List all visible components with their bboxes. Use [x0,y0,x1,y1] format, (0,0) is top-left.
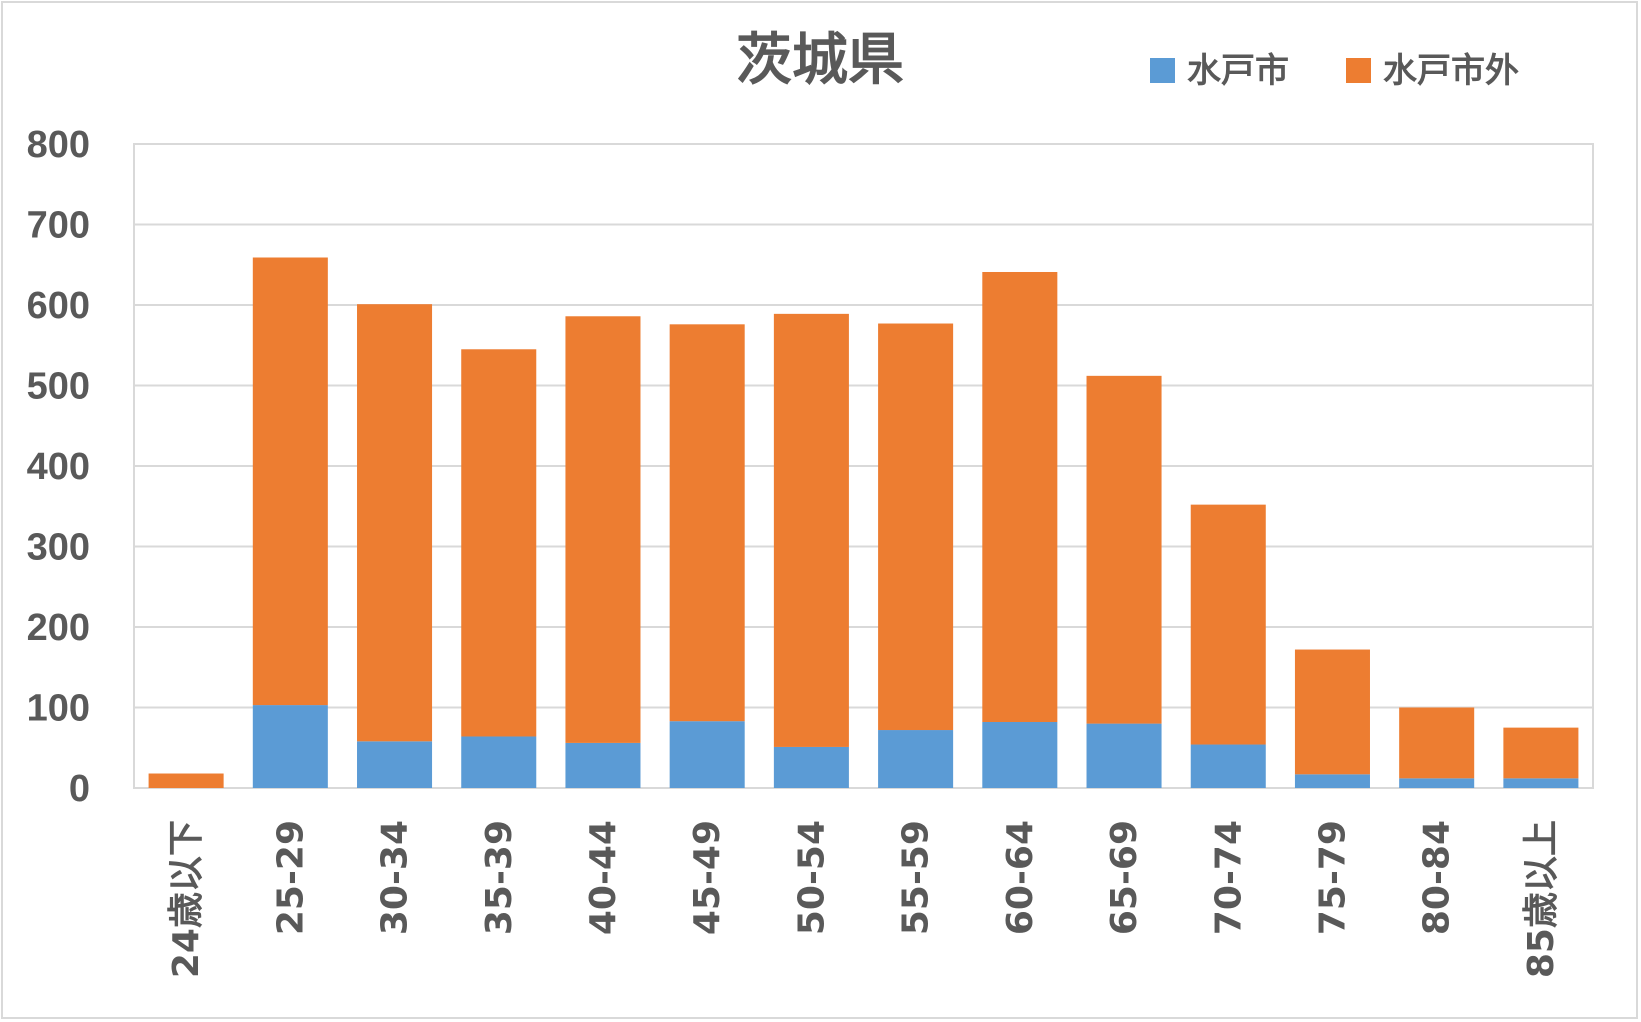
legend-swatch-outside-mito [1346,58,1371,83]
bar-mito-4 [565,742,641,788]
bar-mito-7 [878,730,954,788]
y-tick-label: 600 [27,285,90,327]
bar-mito-13 [1503,778,1579,788]
legend-label-mito: 水戸市 [1187,51,1289,91]
bar-outside-mito-1 [252,257,328,706]
x-tick-label: 60-64 [1000,820,1041,935]
bar-outside-mito-8 [982,271,1058,722]
bar-outside-mito-4 [565,316,641,743]
bars [148,257,1579,788]
x-tick-label: 40-44 [583,820,624,935]
x-tick-label: 50-54 [791,820,832,935]
bar-outside-mito-12 [1399,707,1475,779]
bar-mito-8 [982,721,1058,788]
y-axis-tick-labels: 0 100 200 300 400 500 600 700 800 [27,124,90,810]
plot-area-border [133,143,1594,789]
bar-outside-mito-10 [1190,504,1266,745]
x-tick-label: 70-74 [1208,820,1249,935]
x-axis-tick-labels: 24歳以下 25-29 30-34 35-39 40-44 45-49 50-54 55-59… [166,820,1562,978]
bar-outside-mito-7 [878,323,954,731]
bar-mito-3 [461,736,537,788]
y-tick-label: 300 [27,527,90,569]
bar-mito-11 [1294,774,1370,788]
bar-mito-5 [669,721,745,788]
x-tick-label: 35-39 [479,820,520,935]
bar-outside-mito-5 [669,324,745,722]
x-tick-label: 75-79 [1312,820,1353,935]
x-tick-label: 55-59 [896,820,937,935]
bar-outside-mito-13 [1503,727,1579,779]
x-tick-label: 45-49 [687,820,728,935]
y-tick-label: 700 [27,205,90,247]
bar-outside-mito-0 [148,773,224,788]
legend: 水戸市 水戸市外 [1150,51,1519,91]
y-tick-label: 200 [27,607,90,649]
legend-swatch-mito [1150,58,1175,83]
bar-mito-1 [252,705,328,788]
x-tick-label: 30-34 [375,820,416,935]
bar-mito-12 [1399,778,1475,788]
y-tick-label: 500 [27,366,90,408]
y-tick-label: 800 [27,124,90,166]
x-tick-label: 80-84 [1417,820,1458,935]
bar-mito-6 [773,746,849,788]
bar-mito-2 [357,741,433,788]
gridlines [134,143,1593,789]
bar-mito-9 [1086,723,1162,788]
y-tick-label: 400 [27,446,90,488]
legend-label-outside-mito: 水戸市外 [1383,51,1519,91]
chart-title: 茨城県 [736,28,904,93]
x-tick-label: 65-69 [1104,820,1145,935]
x-tick-label: 85歳以上 [1521,820,1562,978]
bar-outside-mito-6 [773,313,849,747]
y-tick-label: 100 [27,688,90,730]
bar-outside-mito-2 [357,304,433,742]
bar-outside-mito-11 [1294,649,1370,775]
bar-outside-mito-3 [461,349,537,737]
y-tick-label: 0 [69,768,90,810]
x-tick-label: 25-29 [270,820,311,935]
bar-outside-mito-9 [1086,375,1162,724]
x-tick-label: 24歳以下 [166,820,207,978]
bar-mito-10 [1190,744,1266,788]
